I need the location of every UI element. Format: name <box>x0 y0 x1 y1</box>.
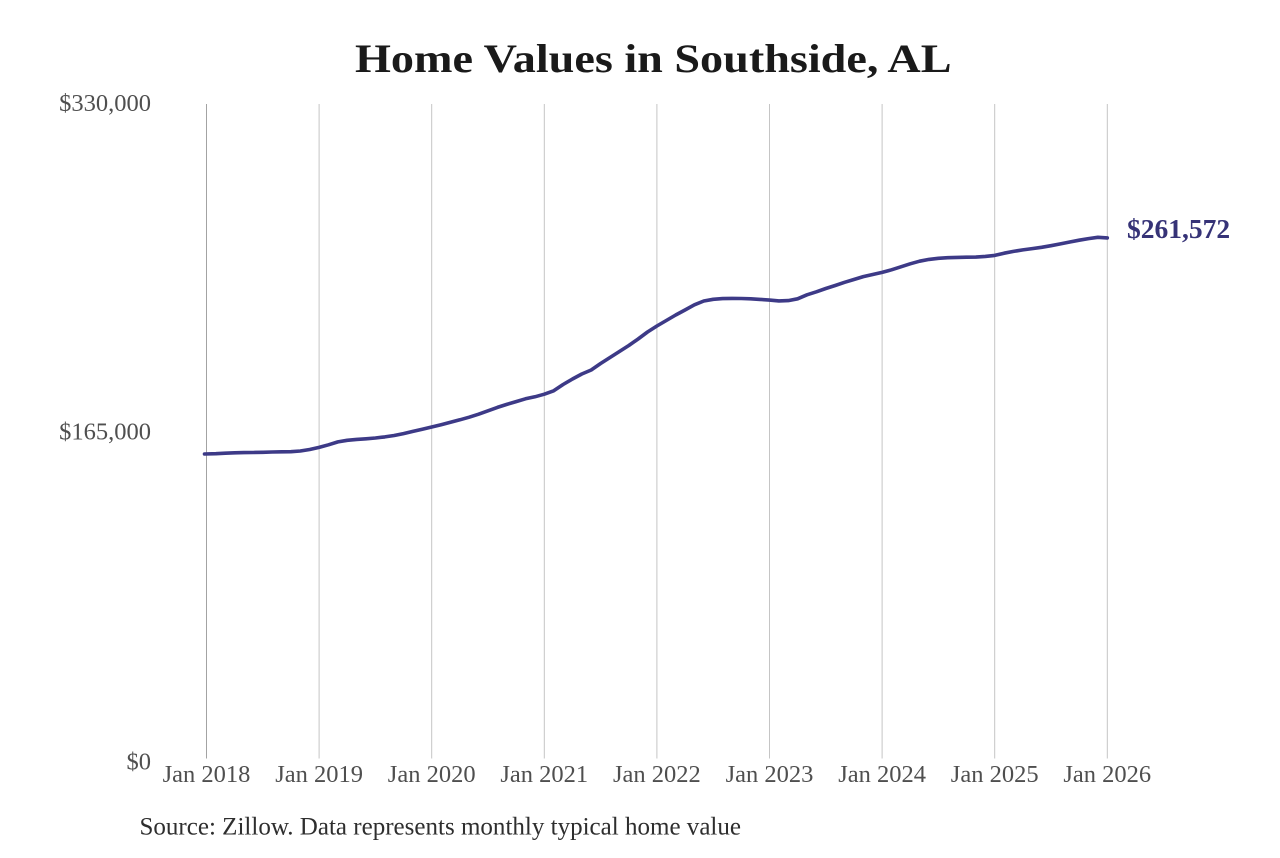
svg-text:Home Values in Southside, AL: Home Values in Southside, AL <box>355 36 952 81</box>
svg-text:Source: Zillow. Data represent: Source: Zillow. Data represents monthly … <box>140 814 742 841</box>
svg-text:Jan 2019: Jan 2019 <box>275 761 363 788</box>
svg-text:$261,572: $261,572 <box>1127 213 1230 244</box>
svg-text:Jan 2020: Jan 2020 <box>388 761 476 788</box>
svg-text:Jan 2023: Jan 2023 <box>726 761 814 788</box>
svg-text:Jan 2026: Jan 2026 <box>1063 761 1151 788</box>
svg-text:Jan 2021: Jan 2021 <box>500 761 588 788</box>
svg-text:$330,000: $330,000 <box>59 90 151 117</box>
svg-text:Jan 2025: Jan 2025 <box>951 761 1039 788</box>
svg-text:Jan 2024: Jan 2024 <box>838 761 926 788</box>
svg-text:Jan 2022: Jan 2022 <box>613 761 701 788</box>
svg-text:$0: $0 <box>127 749 152 776</box>
svg-text:Jan 2018: Jan 2018 <box>163 761 251 788</box>
svg-text:$165,000: $165,000 <box>59 419 151 446</box>
